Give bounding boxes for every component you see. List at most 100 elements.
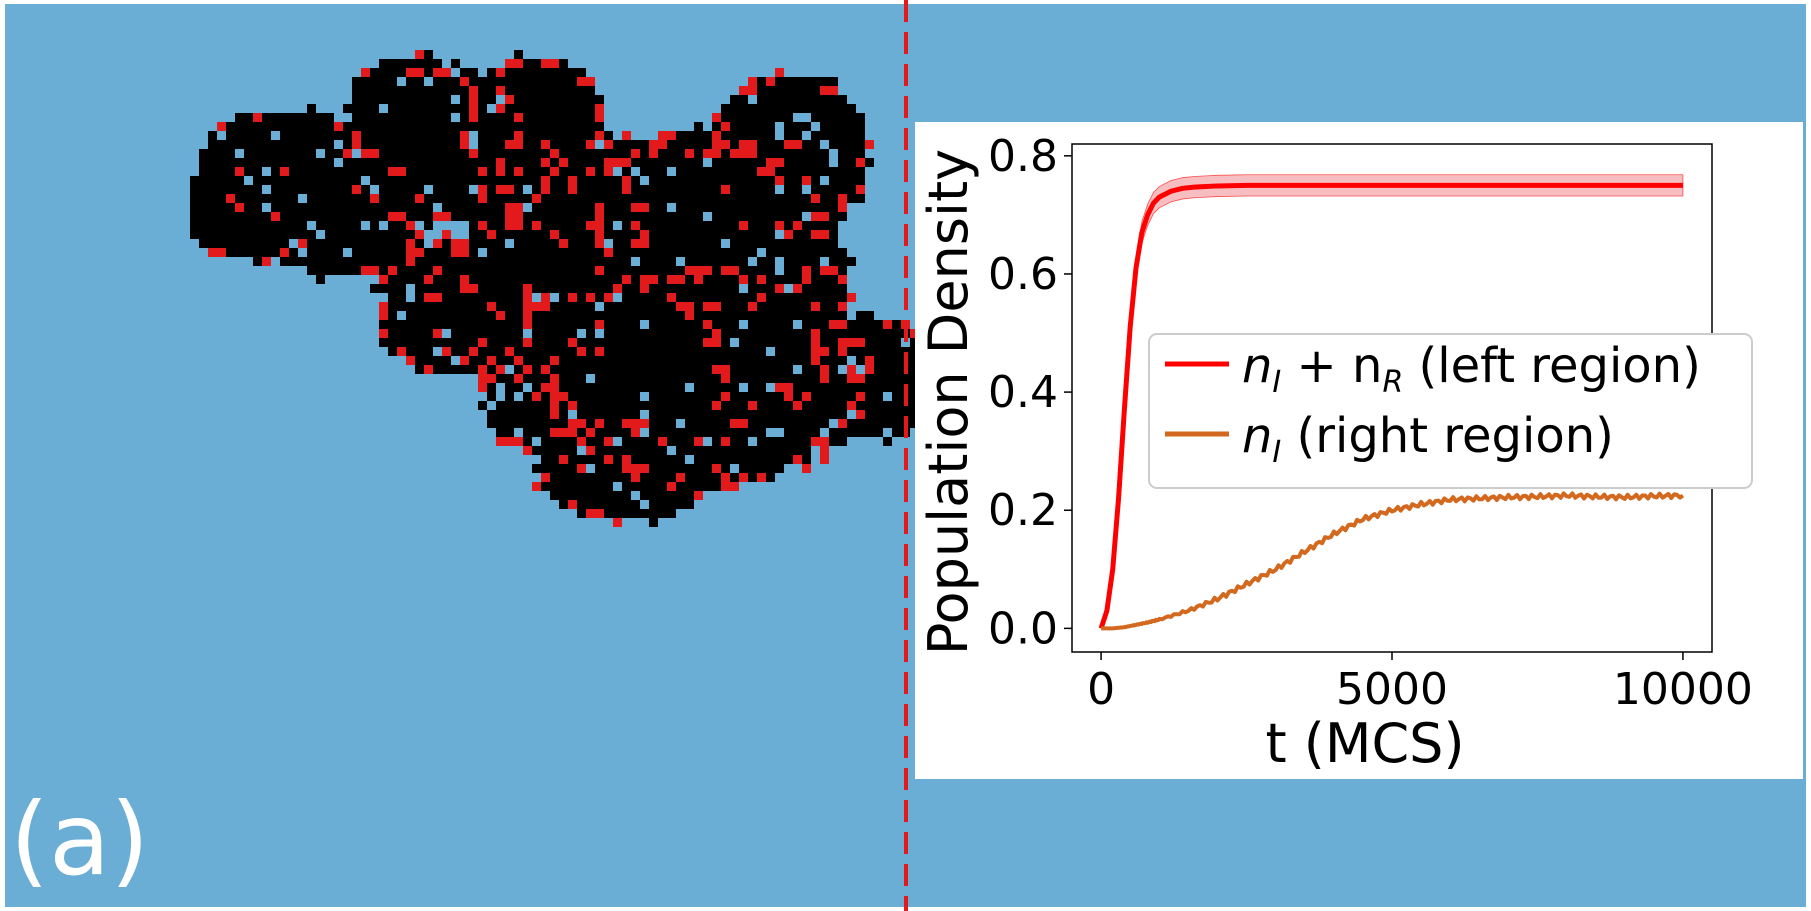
cluster-site [748,329,757,338]
cluster-site [487,176,496,185]
cluster-site [865,428,874,437]
cluster-site [289,140,298,149]
cluster-site [406,95,415,104]
cluster-site [667,365,676,374]
cluster-site [523,59,532,68]
cluster-site [667,284,676,293]
cluster-site [838,140,847,149]
cluster-site [298,113,307,122]
infected-site [280,167,289,176]
cluster-site [658,419,667,428]
cluster-site [766,275,775,284]
cluster-site [415,302,424,311]
cluster-site [469,257,478,266]
cluster-site [361,185,370,194]
cluster-site [883,356,892,365]
cluster-site [793,77,802,86]
cluster-site [649,284,658,293]
infected-site [685,302,694,311]
cluster-site [766,464,775,473]
cluster-site [820,338,829,347]
cluster-site [820,284,829,293]
cluster-site [838,158,847,167]
cluster-site [676,320,685,329]
cluster-site [721,428,730,437]
cluster-site [766,122,775,131]
cluster-site [721,293,730,302]
cluster-site [532,356,541,365]
cluster-site [568,455,577,464]
cluster-site [694,356,703,365]
cluster-site [433,149,442,158]
cluster-site [433,185,442,194]
cluster-site [406,104,415,113]
cluster-site [838,113,847,122]
boundary-site [847,257,856,266]
cluster-site [676,347,685,356]
cluster-site [703,428,712,437]
cluster-site [586,437,595,446]
cluster-site [829,212,838,221]
cluster-site [613,275,622,284]
cluster-site [667,212,676,221]
cluster-site [586,401,595,410]
cluster-site [496,284,505,293]
cluster-site [514,104,523,113]
cluster-site [577,68,586,77]
infected-site [856,410,865,419]
cluster-site [613,491,622,500]
boundary-site [883,437,892,446]
cluster-site [370,158,379,167]
cluster-site [694,194,703,203]
cluster-site [892,374,901,383]
cluster-site [739,311,748,320]
cluster-site [388,86,397,95]
legend-left-plus: + n [1281,338,1382,394]
cluster-site [271,122,280,131]
cluster-site [820,113,829,122]
cluster-site [712,266,721,275]
cluster-site [802,122,811,131]
infected-site [793,455,802,464]
cluster-site [685,203,694,212]
cluster-site [586,158,595,167]
cluster-site [685,248,694,257]
cluster-site [757,428,766,437]
cluster-site [469,293,478,302]
cluster-site [478,347,487,356]
cluster-site [766,230,775,239]
cluster-site [352,176,361,185]
cluster-site [784,194,793,203]
cluster-site [730,257,739,266]
cluster-site [523,374,532,383]
cluster-site [442,131,451,140]
cluster-site [289,230,298,239]
cluster-site [334,131,343,140]
infected-site [910,329,919,338]
cluster-site [388,203,397,212]
cluster-site [433,311,442,320]
cluster-site [838,248,847,257]
cluster-site [226,230,235,239]
cluster-site [802,338,811,347]
infected-site [514,131,523,140]
cluster-site [451,131,460,140]
cluster-site [784,167,793,176]
cluster-site [433,140,442,149]
cluster-site [550,329,559,338]
cluster-site [469,167,478,176]
cluster-site [397,68,406,77]
cluster-site [748,266,757,275]
cluster-site [820,104,829,113]
cluster-site [775,113,784,122]
cluster-site [667,356,676,365]
infected-site [721,392,730,401]
cluster-site [811,257,820,266]
infected-site [739,221,748,230]
cluster-site [442,248,451,257]
cluster-site [505,176,514,185]
cluster-site [352,266,361,275]
cluster-site [604,329,613,338]
cluster-site [811,221,820,230]
cluster-site [739,356,748,365]
